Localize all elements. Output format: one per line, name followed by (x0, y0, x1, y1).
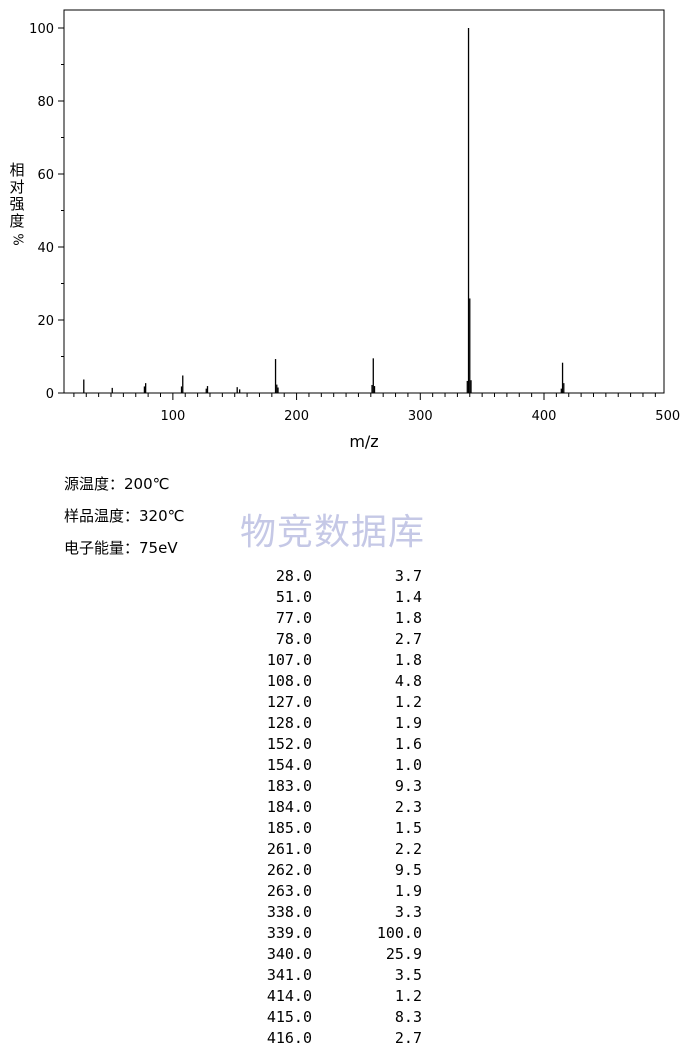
table-cell-mz: 77.0 (275, 609, 312, 627)
table-row: 108.0 4.8 (0, 671, 680, 692)
peak-list-table: 28.0 3.7 51.0 1.4 77.0 1.8 78.0 2.7 107.0 1.8 108.… (0, 566, 680, 1049)
table-cell-intensity: 100.0 (376, 924, 422, 942)
table-row: 341.0 3.5 (0, 965, 680, 986)
table-cell-intensity: 1.5 (394, 819, 422, 837)
table-row: 261.0 2.2 (0, 839, 680, 860)
sample-temperature: 样品温度：320℃ (64, 507, 185, 525)
measurement-conditions: 源温度：200℃ 样品温度：320℃ 电子能量：75eV (64, 468, 184, 564)
y-tick-label: 20 (37, 314, 54, 329)
table-cell-intensity: 1.2 (394, 987, 422, 1005)
table-row: 77.0 1.8 (0, 608, 680, 629)
table-cell-mz: 128.0 (266, 714, 312, 732)
table-row: 338.0 3.3 (0, 902, 680, 923)
table-row: 28.0 3.7 (0, 566, 680, 587)
y-axis-label-char: 强 (9, 195, 25, 213)
table-cell-intensity: 25.9 (385, 945, 422, 963)
table-cell-mz: 341.0 (266, 966, 312, 984)
table-row: 78.0 2.7 (0, 629, 680, 650)
table-cell-intensity: 9.3 (394, 777, 422, 795)
y-tick-label: 60 (37, 168, 54, 183)
table-cell-mz: 107.0 (266, 651, 312, 669)
electron-energy: 电子能量：75eV (64, 539, 178, 557)
plot-frame (63, 9, 665, 394)
table-cell-intensity: 1.9 (394, 882, 422, 900)
table-cell-mz: 339.0 (266, 924, 312, 942)
table-cell-intensity: 1.0 (394, 756, 422, 774)
table-cell-mz: 263.0 (266, 882, 312, 900)
table-cell-intensity: 1.8 (394, 651, 422, 669)
x-tick-label: 500 (655, 409, 680, 424)
y-tick-label: 0 (46, 387, 54, 402)
table-cell-mz: 108.0 (266, 672, 312, 690)
table-row: 128.0 1.9 (0, 713, 680, 734)
table-row: 107.0 1.8 (0, 650, 680, 671)
table-row: 154.0 1.0 (0, 755, 680, 776)
table-cell-mz: 127.0 (266, 693, 312, 711)
y-axis-label-char: 对 (9, 178, 25, 196)
y-axis-label-char: 相 (9, 161, 25, 179)
table-row: 415.0 8.3 (0, 1007, 680, 1028)
table-row: 127.0 1.2 (0, 692, 680, 713)
table-row: 262.0 9.5 (0, 860, 680, 881)
y-tick-label: 80 (37, 95, 54, 110)
table-row: 152.0 1.6 (0, 734, 680, 755)
table-cell-mz: 416.0 (266, 1029, 312, 1047)
table-cell-intensity: 1.9 (394, 714, 422, 732)
x-axis: 100 200 300 400 500 (73, 393, 680, 424)
table-cell-mz: 184.0 (266, 798, 312, 816)
x-tick-label: 400 (532, 409, 557, 424)
table-cell-mz: 28.0 (275, 567, 312, 585)
table-cell-intensity: 1.8 (394, 609, 422, 627)
y-tick-label: 40 (37, 241, 54, 256)
table-cell-intensity: 2.2 (394, 840, 422, 858)
table-cell-intensity: 1.6 (394, 735, 422, 753)
table-row: 51.0 1.4 (0, 587, 680, 608)
y-axis-label-char: 度 (9, 212, 25, 230)
table-row: 414.0 1.2 (0, 986, 680, 1007)
mass-spectrum-chart: 0 20 40 60 80 100 100 200 300 400 500 m/z (29, 9, 680, 451)
table-cell-mz: 415.0 (266, 1008, 312, 1026)
table-row: 339.0 100.0 (0, 923, 680, 944)
table-cell-mz: 185.0 (266, 819, 312, 837)
table-cell-intensity: 2.7 (394, 630, 422, 648)
table-cell-mz: 152.0 (266, 735, 312, 753)
table-cell-intensity: 3.5 (394, 966, 422, 984)
table-cell-intensity: 9.5 (394, 861, 422, 879)
table-cell-mz: 414.0 (266, 987, 312, 1005)
x-tick-label: 300 (408, 409, 433, 424)
y-axis: 0 20 40 60 80 100 (29, 22, 64, 402)
table-cell-intensity: 1.4 (394, 588, 422, 606)
table-cell-mz: 78.0 (275, 630, 312, 648)
y-tick-label: 100 (29, 22, 54, 37)
table-row: 416.0 2.7 (0, 1028, 680, 1049)
spectrum-peaks (83, 28, 565, 393)
table-cell-mz: 338.0 (266, 903, 312, 921)
table-cell-mz: 183.0 (266, 777, 312, 795)
table-cell-mz: 51.0 (275, 588, 312, 606)
source-temperature: 源温度：200℃ (64, 475, 170, 493)
table-cell-intensity: 3.7 (394, 567, 422, 585)
table-cell-mz: 262.0 (266, 861, 312, 879)
table-row: 185.0 1.5 (0, 818, 680, 839)
y-axis-label: 相 对 强 度 % (8, 162, 26, 248)
table-cell-mz: 154.0 (266, 756, 312, 774)
table-cell-mz: 340.0 (266, 945, 312, 963)
table-cell-intensity: 1.2 (394, 693, 422, 711)
x-tick-label: 100 (160, 409, 185, 424)
x-axis-label: m/z (349, 432, 378, 451)
table-cell-intensity: 8.3 (394, 1008, 422, 1026)
table-cell-intensity: 2.3 (394, 798, 422, 816)
table-row: 340.0 25.9 (0, 944, 680, 965)
table-row: 184.0 2.3 (0, 797, 680, 818)
table-row: 183.0 9.3 (0, 776, 680, 797)
watermark: 物竞数据库 (240, 512, 426, 553)
table-cell-intensity: 3.3 (394, 903, 422, 921)
table-cell-mz: 261.0 (266, 840, 312, 858)
table-cell-intensity: 2.7 (394, 1029, 422, 1047)
y-axis-unit: % (9, 233, 25, 246)
table-cell-intensity: 4.8 (394, 672, 422, 690)
x-tick-label: 200 (284, 409, 309, 424)
table-row: 263.0 1.9 (0, 881, 680, 902)
